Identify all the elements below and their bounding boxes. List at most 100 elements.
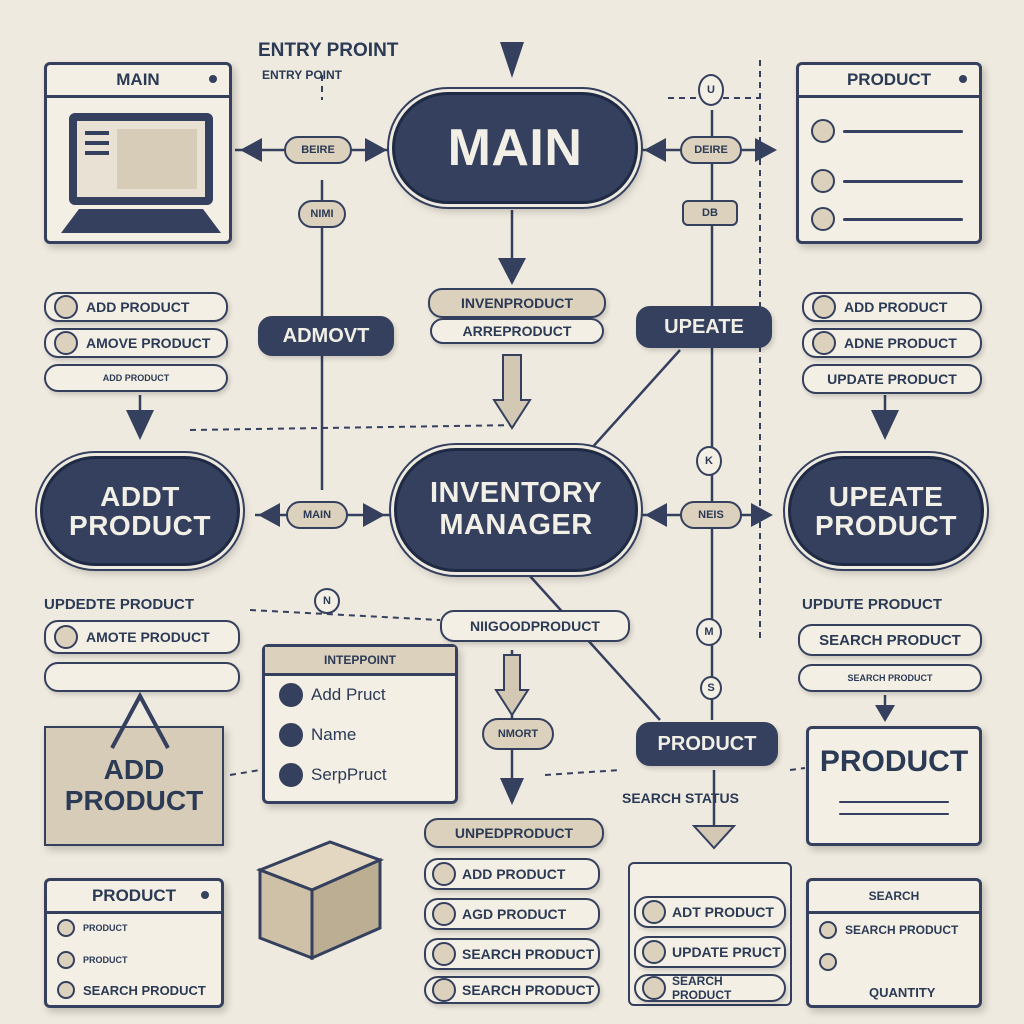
list-item[interactable]: AMOTE PRODUCT bbox=[44, 620, 240, 654]
list-item[interactable]: UPDATE PRUCT bbox=[634, 936, 786, 968]
list-bullet-icon bbox=[54, 625, 78, 649]
list-item[interactable]: SEARCH PRODUCT bbox=[424, 976, 600, 1004]
main-node[interactable]: MAIN bbox=[392, 92, 638, 204]
list-bullet-icon bbox=[642, 940, 666, 964]
list-item[interactable]: SEARCH PRODUCT bbox=[57, 981, 206, 999]
product-card-top[interactable]: PRODUCT bbox=[796, 62, 982, 244]
list-header: UNPEDPRODUCT bbox=[424, 818, 604, 848]
update-product-node[interactable]: UPEATE PRODUCT bbox=[788, 456, 984, 566]
circle-marker-n: N bbox=[314, 588, 340, 614]
list-bullet-icon bbox=[54, 295, 78, 319]
status-dot bbox=[209, 75, 217, 83]
circle-marker-k: K bbox=[696, 446, 722, 476]
status-dot bbox=[959, 75, 967, 83]
list-bullet-icon bbox=[279, 683, 303, 707]
list-item[interactable]: PRODUCT bbox=[57, 919, 128, 937]
tag-right-mid: NEIS bbox=[680, 501, 742, 529]
product-summary-box[interactable]: PRODUCT bbox=[806, 726, 982, 846]
list-item[interactable]: SEARCH PRODUCT bbox=[798, 664, 982, 692]
text-line bbox=[839, 813, 949, 815]
main-screen-card[interactable]: MAIN bbox=[44, 62, 232, 244]
update-pill[interactable]: UPEATE bbox=[636, 306, 772, 348]
quantity-label: QUANTITY bbox=[869, 985, 936, 1000]
inventory-product-pill[interactable]: INVENPRODUCT bbox=[428, 288, 606, 318]
left-secondary-list: UPDEDTE PRODUCT AMOTE PRODUCT bbox=[44, 596, 240, 696]
list-item[interactable] bbox=[819, 953, 845, 971]
list-bullet-icon bbox=[812, 295, 836, 319]
list-bullet-icon bbox=[279, 763, 303, 787]
add-product-box[interactable]: ADD PRODUCT bbox=[44, 726, 224, 846]
list-bullet-icon bbox=[642, 976, 666, 1000]
circle-marker-s: S bbox=[700, 676, 722, 700]
list-bullet-icon bbox=[811, 207, 835, 231]
right-action-list: ADD PRODUCT ADNE PRODUCT UPDATE PRODUCT bbox=[802, 292, 982, 396]
list-item[interactable]: ADNE PRODUCT bbox=[802, 328, 982, 358]
list-header: UPDEDTE PRODUCT bbox=[44, 596, 195, 613]
list-bullet-icon bbox=[57, 919, 75, 937]
list-item[interactable]: ADD PRODUCT bbox=[44, 364, 228, 392]
list-item[interactable] bbox=[44, 662, 240, 692]
entry-point-label: ENTRY PROINT bbox=[258, 40, 399, 61]
niigood-product-pill[interactable]: NIIGOODPRODUCT bbox=[440, 610, 630, 642]
list-item[interactable]: PRODUCT bbox=[57, 951, 128, 969]
circle-marker-m: M bbox=[696, 618, 722, 646]
list-bullet-icon bbox=[57, 951, 75, 969]
left-action-list: ADD PRODUCT AMOVE PRODUCT ADD PRODUCT bbox=[44, 292, 228, 396]
inventory-manager-node[interactable]: INVENTORY MANAGER bbox=[394, 448, 638, 572]
bottom-middle-list: UNPEDPRODUCT ADD PRODUCT AGD PRODUCT SEA… bbox=[424, 818, 604, 1004]
entry-point-card[interactable]: INTEPPOINT Add Pruct Name SerpPruct bbox=[262, 644, 458, 804]
bottom-right-list: ADT PRODUCT UPDATE PRUCT SEARCH PRODUCT bbox=[628, 862, 792, 1006]
list-bullet-icon bbox=[432, 862, 456, 886]
list-item[interactable]: SEARCH PRODUCT bbox=[819, 921, 958, 939]
list-bullet-icon bbox=[432, 978, 456, 1002]
tag-left-num: NIMI bbox=[298, 200, 346, 228]
tag-left-top: BEIRE bbox=[284, 136, 352, 164]
list-item[interactable]: ADD PRODUCT bbox=[424, 858, 600, 890]
list-item[interactable]: ADD PRODUCT bbox=[802, 292, 982, 322]
search-status-label: SEARCH STATUS bbox=[622, 790, 739, 806]
bottom-left-product-card[interactable]: PRODUCT PRODUCT PRODUCT SEARCH PRODUCT bbox=[44, 878, 224, 1008]
product-box-title: PRODUCT bbox=[819, 745, 969, 778]
list-item[interactable]: Name bbox=[279, 723, 356, 747]
bottom-right-search-card[interactable]: SEARCH SEARCH PRODUCT QUANTITY bbox=[806, 878, 982, 1008]
list-bullet-icon bbox=[54, 331, 78, 355]
list-item[interactable]: UPDATE PRODUCT bbox=[802, 364, 982, 394]
list-item[interactable]: SEARCH PRODUCT bbox=[798, 624, 982, 656]
entry-point-sublabel: ENTRY POINT bbox=[262, 68, 343, 82]
card-title: PRODUCT bbox=[47, 881, 221, 914]
list-bullet-icon bbox=[812, 331, 836, 355]
list-bullet-icon bbox=[819, 921, 837, 939]
list-item[interactable]: AMOVE PRODUCT bbox=[44, 328, 228, 358]
bag-handle-icon bbox=[110, 691, 170, 749]
status-dot bbox=[201, 891, 209, 899]
arre-product-pill[interactable]: ARREPRODUCT bbox=[430, 318, 604, 344]
list-item[interactable]: SEARCH PRODUCT bbox=[634, 974, 786, 1002]
right-secondary-list: UPDUTE PRODUCT SEARCH PRODUCT SEARCH PRO… bbox=[798, 596, 982, 696]
entry-card-title: INTEPPOINT bbox=[265, 647, 455, 676]
computer-icon bbox=[61, 113, 221, 233]
list-header: UPDUTE PRODUCT bbox=[802, 596, 943, 613]
card-title: SEARCH bbox=[809, 881, 979, 914]
admovt-pill[interactable]: ADMOVT bbox=[258, 316, 394, 356]
text-line bbox=[839, 801, 949, 803]
list-item[interactable]: SEARCH PRODUCT bbox=[424, 938, 600, 970]
list-item[interactable]: Add Pruct bbox=[279, 683, 386, 707]
list-bullet-icon bbox=[811, 119, 835, 143]
add-product-node[interactable]: ADDT PRODUCT bbox=[40, 456, 240, 566]
database-icon: DB bbox=[682, 200, 738, 226]
list-item[interactable]: SerpPruct bbox=[279, 763, 387, 787]
list-bullet-icon bbox=[811, 169, 835, 193]
tag-right-top: DEIRE bbox=[680, 136, 742, 164]
main-card-title: MAIN bbox=[47, 65, 229, 98]
list-item[interactable]: AGD PRODUCT bbox=[424, 898, 600, 930]
product-pill[interactable]: PRODUCT bbox=[636, 722, 778, 766]
list-bullet-icon bbox=[819, 953, 837, 971]
list-bullet-icon bbox=[57, 981, 75, 999]
list-item[interactable]: ADD PRODUCT bbox=[44, 292, 228, 322]
list-bullet-icon bbox=[432, 902, 456, 926]
list-bullet-icon bbox=[642, 900, 666, 924]
list-item[interactable]: ADT PRODUCT bbox=[634, 896, 786, 928]
product-card-title: PRODUCT bbox=[799, 65, 979, 98]
tag-left-mid: MAIN bbox=[286, 501, 348, 529]
